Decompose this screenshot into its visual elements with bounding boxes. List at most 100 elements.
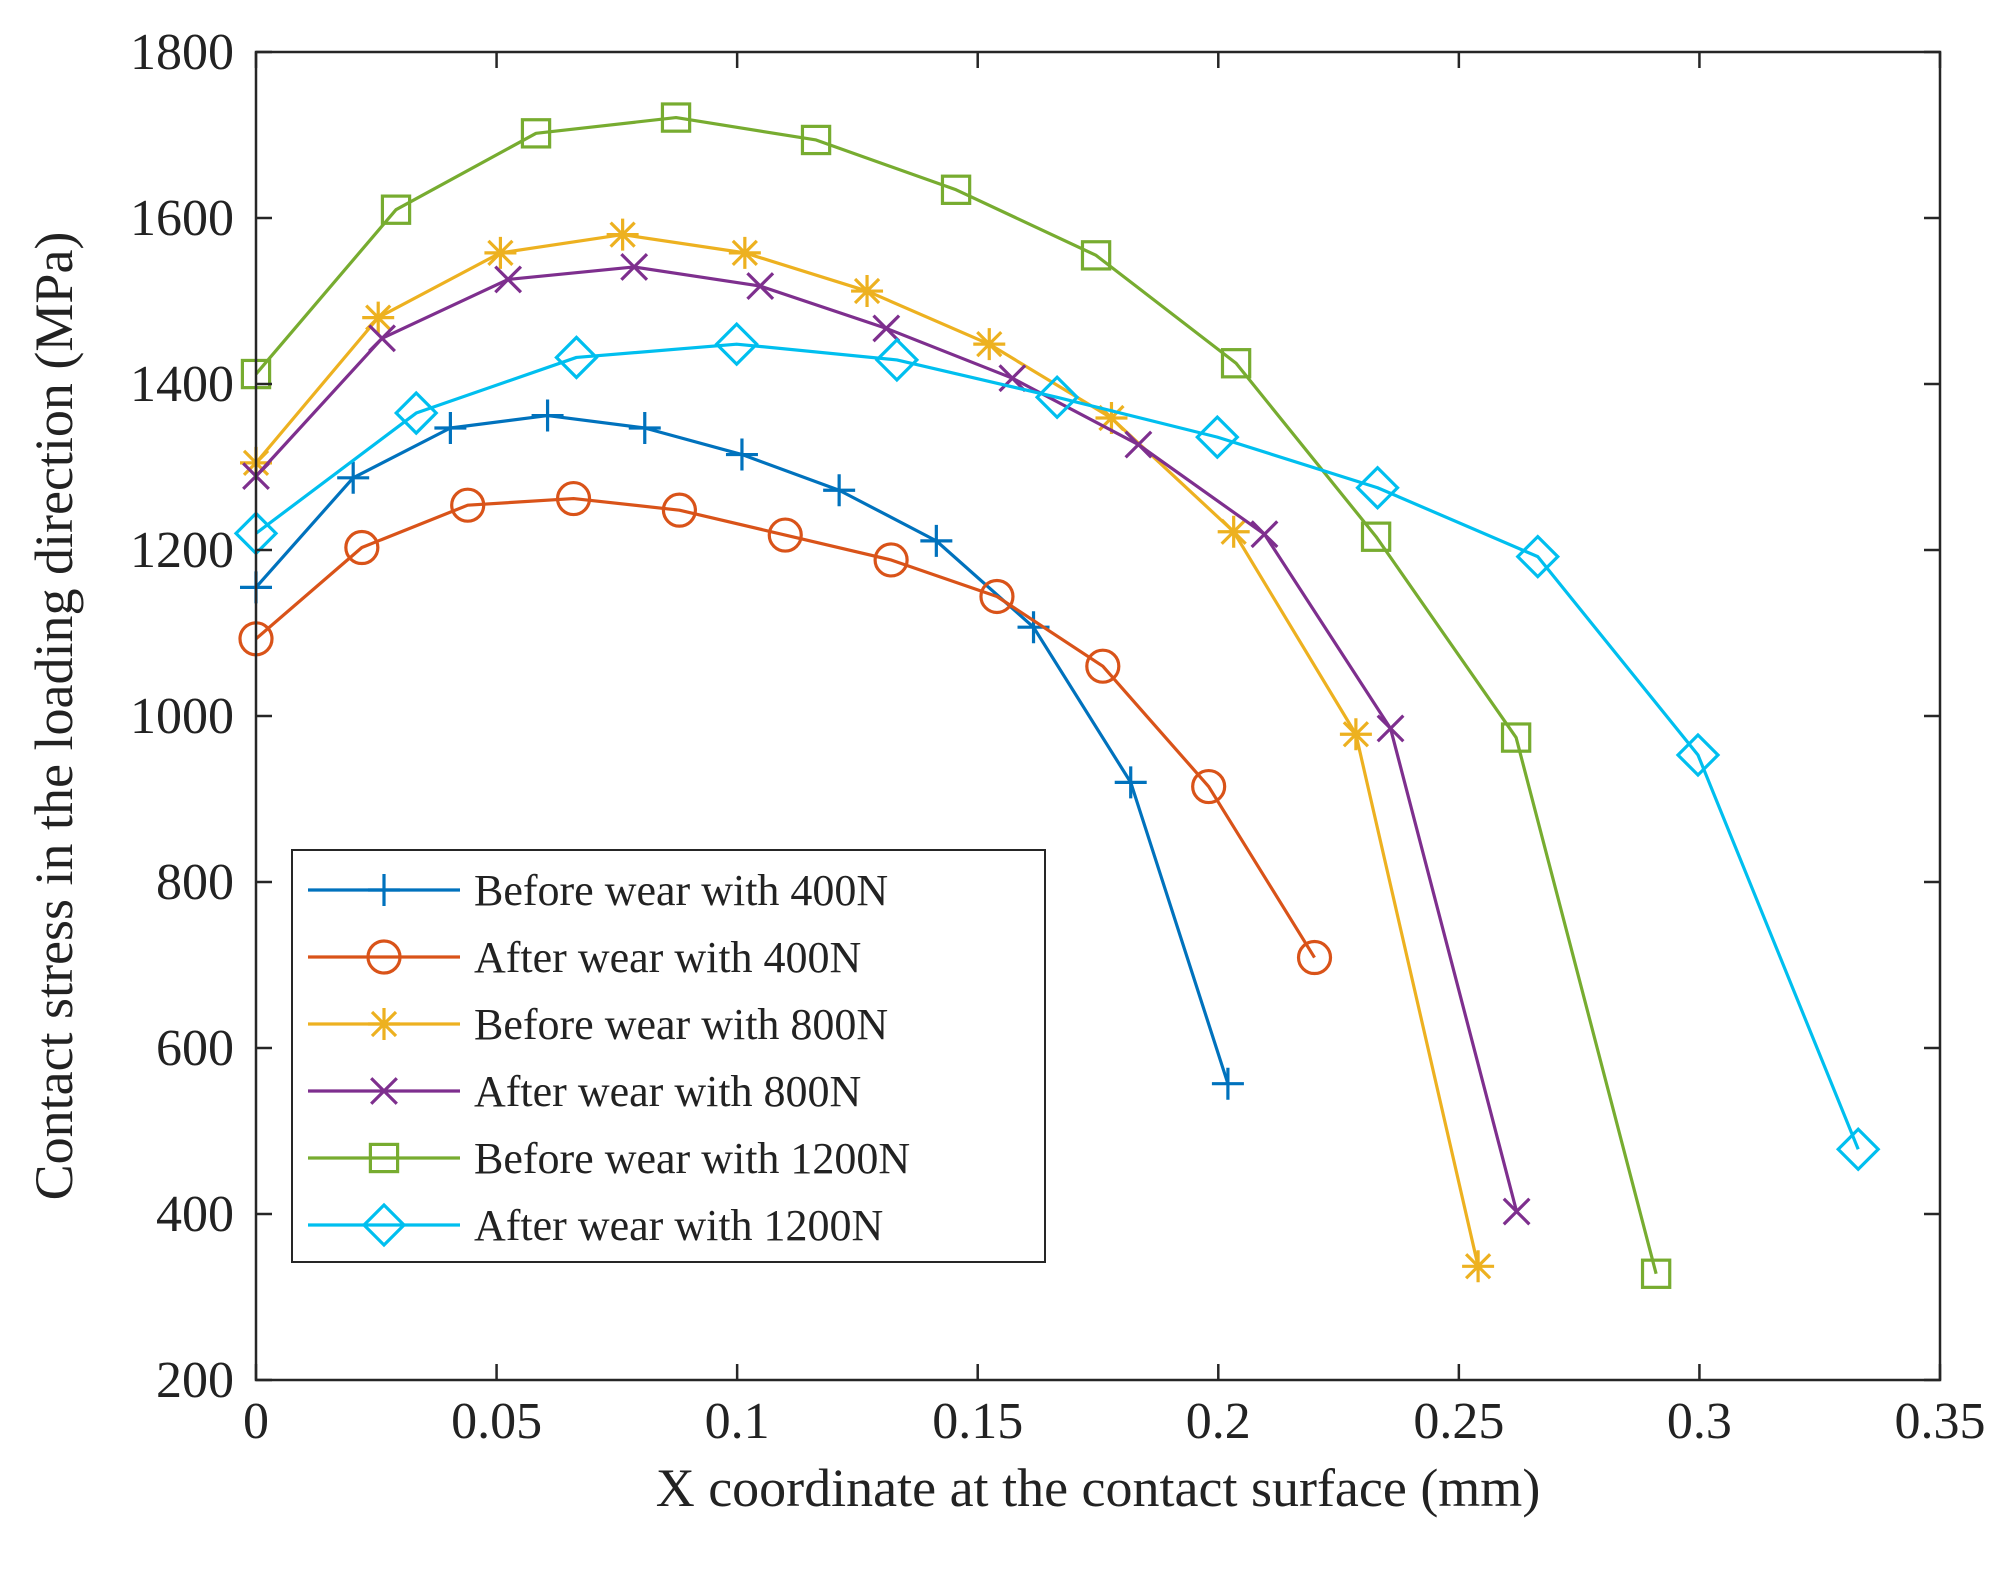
legend-marker [361,1202,407,1248]
data-point [1296,939,1333,976]
data-point [660,102,692,133]
series-asterisk [240,218,1495,1283]
data-point [1124,430,1153,459]
x-tick-label: 0.1 [705,1393,770,1450]
data-point [531,399,564,432]
data-point [1191,768,1227,805]
data-point [362,301,395,334]
legend-label: After wear with 800N [474,1067,861,1116]
data-point [1211,1067,1244,1100]
series-square [240,102,1672,1289]
legend-entry: After wear with 1200N [308,1201,883,1250]
x-tick-label: 0 [243,1393,269,1450]
y-tick-label: 1800 [130,24,234,81]
series-line [254,496,1316,959]
data-point [714,321,759,367]
data-point [851,275,884,308]
data-point [434,411,467,444]
data-point [1835,1126,1881,1172]
data-point [337,461,370,494]
x-tick-label: 0.3 [1667,1393,1732,1450]
data-point [973,328,1006,361]
data-point [725,438,758,471]
data-point [520,118,552,149]
x-tick-label: 0.35 [1895,1393,1986,1450]
data-point [874,337,920,383]
legend-marker [366,939,402,975]
data-point [823,474,856,507]
y-tick-label: 1000 [130,688,234,745]
x-tick-label: 0.25 [1413,1393,1504,1450]
data-point [555,480,592,517]
legend-entry: After wear with 400N [308,933,861,982]
data-point [920,524,953,557]
data-point [1376,714,1405,743]
legend-label: Before wear with 800N [474,1000,888,1049]
data-point [1355,465,1400,511]
data-point [1195,414,1240,460]
x-tick-label: 0.15 [932,1393,1023,1450]
legend-label: After wear with 400N [474,933,861,982]
data-point [873,542,909,578]
data-point [554,335,599,380]
data-point [450,487,486,523]
data-point [746,272,775,300]
x-tick-label: 0.2 [1186,1393,1251,1450]
data-point [494,265,523,294]
data-point [1250,520,1279,549]
legend-entry: Before wear with 400N [308,866,888,915]
series-diamond [233,321,1881,1172]
legend-entry: Before wear with 1200N [308,1134,910,1183]
series-line [255,342,1860,1150]
y-tick-label: 1600 [130,190,234,247]
data-point [368,324,396,353]
data-point [940,174,972,205]
data-point [1095,402,1128,435]
data-point [1220,348,1252,379]
y-tick-label: 600 [156,1020,234,1077]
data-point [1640,1258,1672,1289]
data-point [1114,766,1147,799]
legend-label: After wear with 1200N [474,1201,883,1250]
series-circle [238,480,1333,976]
data-point [1360,521,1392,552]
data-point [1515,534,1561,579]
data-point [661,492,698,528]
y-tick-label: 200 [156,1352,234,1409]
data-point [1217,515,1250,548]
data-point [1500,722,1532,753]
data-point [800,124,832,156]
series-line [254,115,1658,1275]
x-tick-label: 0.05 [451,1393,542,1450]
data-point [767,517,803,553]
legend-marker [370,1077,398,1105]
data-point [380,194,412,225]
tick-layer: 0 0.05 0.1 0.15 0.2 0.25 0.3 0.35 200 400 600 800 10… [130,24,1986,1450]
series-cross [242,253,1531,1226]
data-point [1085,648,1121,684]
data-point [1339,718,1372,751]
data-point [1675,732,1721,778]
legend-entry: After wear with 800N [308,1067,861,1116]
y-axis-label: Contact stress in the loading direction … [24,232,84,1201]
series-layer [233,102,1881,1289]
legend-marker [368,874,400,906]
data-point [998,364,1027,393]
data-point [728,236,761,269]
data-point [628,411,661,444]
x-axis-label: X coordinate at the contact surface (mm) [656,1458,1541,1518]
legend-label: Before wear with 400N [474,866,888,915]
data-point [393,390,439,436]
data-point [1502,1197,1531,1226]
y-tick-label: 400 [156,1186,234,1243]
y-tick-label: 1400 [130,356,234,413]
data-point [1462,1250,1495,1283]
legend-box [291,849,1046,1263]
data-point [620,253,649,281]
data-point [606,218,639,251]
data-point [344,529,380,566]
legend: Before wear with 400N After wear with 400… [291,849,1046,1263]
legend-marker [368,1008,400,1040]
data-point [872,314,901,343]
